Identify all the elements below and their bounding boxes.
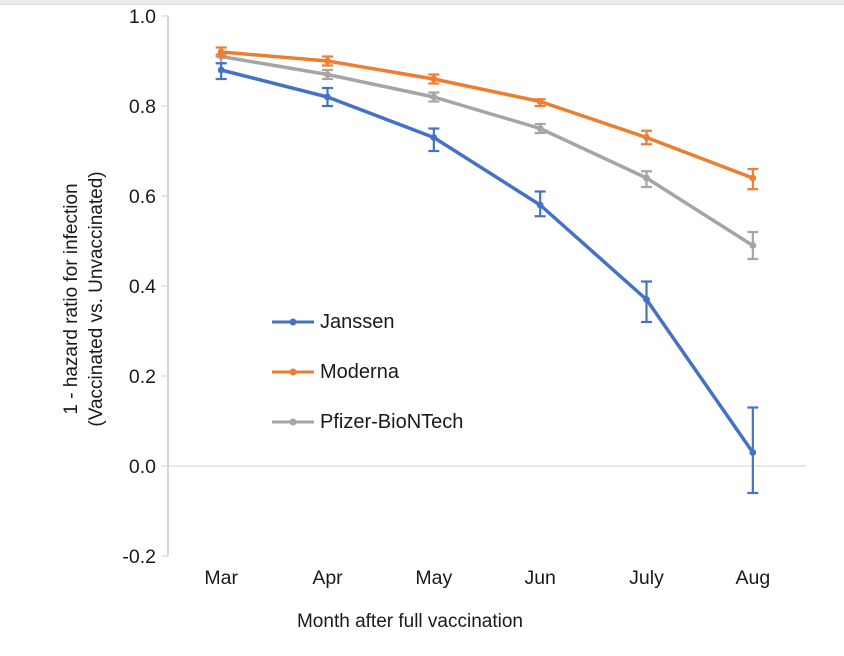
y-axis-title-line2: (Vaccinated vs. Unvaccinated) <box>86 171 107 427</box>
data-point-marker-janssen <box>536 201 544 209</box>
x-tick-label: July <box>629 567 664 589</box>
legend-item-moderna: Moderna <box>271 358 463 386</box>
y-tick-label: 0.2 <box>129 366 156 388</box>
legend-label-janssen: Janssen <box>320 310 395 333</box>
x-tick-label: Aug <box>735 567 770 589</box>
legend-line-icon-janssen <box>272 318 314 326</box>
x-tick-label: May <box>415 567 452 589</box>
legend-line-icon-pfizer-biontech <box>272 418 314 426</box>
legend-item-janssen: Janssen <box>271 308 463 336</box>
data-point-marker-moderna <box>430 75 438 83</box>
window-top-border <box>0 0 844 5</box>
data-point-marker-janssen <box>430 134 438 141</box>
data-point-marker-janssen <box>324 93 331 101</box>
data-point-marker-janssen <box>643 296 650 303</box>
data-point-marker-janssen <box>217 66 225 74</box>
legend-line-icon-moderna <box>272 368 314 376</box>
data-point-marker-moderna <box>536 98 544 105</box>
data-point-marker-pfizer-biontech <box>430 93 438 101</box>
x-tick-label: Mar <box>204 567 238 589</box>
data-point-marker-janssen <box>749 449 757 456</box>
data-point-marker-moderna <box>643 134 650 141</box>
data-point-marker-moderna <box>749 174 757 182</box>
data-point-marker-pfizer-biontech <box>536 125 544 132</box>
y-tick-label: 0.4 <box>129 276 156 298</box>
legend-label-pfizer-biontech: Pfizer-BioNTech <box>320 410 464 433</box>
data-point-marker-pfizer-biontech <box>643 174 650 182</box>
y-tick-label: -0.2 <box>122 546 156 568</box>
y-axis-title-line1: 1 - hazard ratio for infection <box>61 183 82 415</box>
data-point-marker-moderna <box>324 57 331 65</box>
y-tick-label: 1.0 <box>129 6 156 28</box>
series-line-pfizer-biontech <box>219 54 755 248</box>
series-line-janssen <box>219 68 755 455</box>
y-tick-label: 0.0 <box>129 456 156 478</box>
x-axis-title: Month after full vaccination <box>296 611 523 632</box>
y-axis-title: 1 - hazard ratio for infection (Vaccinat… <box>59 89 111 509</box>
data-point-marker-pfizer-biontech <box>749 242 757 249</box>
x-tick-label: Apr <box>312 567 343 589</box>
series-line-moderna <box>219 50 755 180</box>
y-tick-label: 0.6 <box>129 186 156 208</box>
x-tick-label: Jun <box>524 567 555 589</box>
legend-label-moderna: Moderna <box>320 360 399 383</box>
legend: Janssen Moderna Pfizer-BioNTech <box>271 308 463 458</box>
y-tick-label: 0.8 <box>129 96 156 118</box>
data-point-marker-pfizer-biontech <box>324 71 331 78</box>
legend-item-pfizer-biontech: Pfizer-BioNTech <box>271 408 463 436</box>
data-point-marker-moderna <box>217 48 225 56</box>
